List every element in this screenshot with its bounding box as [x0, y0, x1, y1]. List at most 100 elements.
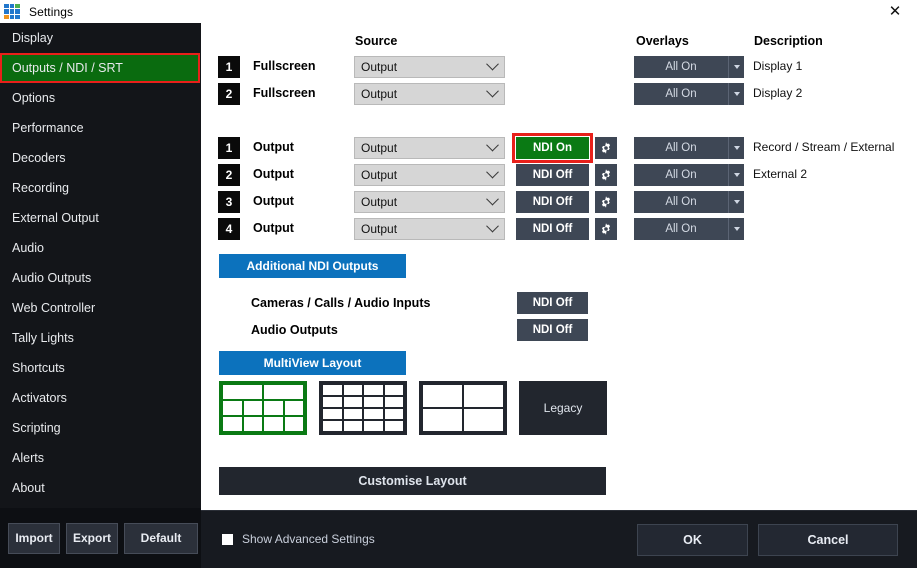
layout-preview-row	[323, 421, 403, 431]
overlays-dropdown-value: All On	[634, 191, 728, 213]
multiview-layout-2x2[interactable]	[419, 381, 507, 435]
gear-icon[interactable]	[595, 137, 617, 159]
sidebar-item-tally-lights[interactable]: Tally Lights	[0, 323, 74, 353]
chevron-down-icon[interactable]	[728, 164, 744, 186]
layout-preview-cell	[423, 385, 462, 407]
layout-preview-row	[323, 385, 403, 395]
layout-preview-cell	[264, 401, 283, 415]
gear-icon[interactable]	[595, 191, 617, 213]
row-number-badge: 3	[218, 191, 240, 213]
sidebar-item-scripting[interactable]: Scripting	[0, 413, 61, 443]
overlays-dropdown[interactable]: All On	[634, 191, 744, 213]
chevron-down-icon[interactable]	[728, 191, 744, 213]
overlays-dropdown[interactable]: All On	[634, 56, 744, 78]
sidebar-item-audio-outputs[interactable]: Audio Outputs	[0, 263, 92, 293]
gear-icon[interactable]	[595, 164, 617, 186]
column-header-description: Description	[754, 34, 823, 48]
sidebar-item-shortcuts[interactable]: Shortcuts	[0, 353, 65, 383]
checkbox-box[interactable]	[222, 533, 233, 545]
layout-preview	[323, 385, 403, 431]
layout-preview-cell	[243, 401, 262, 415]
sidebar-footer: Import Export Default	[0, 508, 201, 568]
close-icon[interactable]: ✕	[888, 2, 902, 20]
ndi-toggle-button[interactable]: NDI Off	[516, 218, 589, 240]
source-select-value: Output	[361, 222, 398, 236]
source-select-value: Output	[361, 60, 398, 74]
ndi-toggle-audio-outputs[interactable]: NDI Off	[517, 319, 588, 341]
chevron-down-icon[interactable]	[728, 218, 744, 240]
sidebar-item-label: Performance	[12, 121, 84, 135]
layout-preview-row	[423, 385, 503, 407]
chevron-down-icon[interactable]	[728, 83, 744, 105]
overlays-dropdown[interactable]: All On	[634, 164, 744, 186]
row-label: Output	[253, 167, 294, 181]
source-select[interactable]: Output	[354, 56, 505, 78]
layout-preview-cell	[364, 421, 383, 431]
sidebar-item-display[interactable]: Display	[0, 23, 53, 53]
overlays-dropdown-value: All On	[634, 218, 728, 240]
source-select[interactable]: Output	[354, 137, 505, 159]
sidebar-item-outputs-ndi-srt[interactable]: Outputs / NDI / SRT	[0, 53, 200, 83]
multiview-layout-legacy[interactable]: Legacy	[519, 381, 607, 435]
layout-preview-cell	[323, 385, 342, 395]
table-row: 2 Fullscreen Output All On Display 2	[201, 83, 917, 110]
show-advanced-settings-checkbox[interactable]: Show Advanced Settings	[222, 532, 375, 546]
sidebar-item-options[interactable]: Options	[0, 83, 56, 113]
main-panel: Source Overlays Description 1 Fullscreen O…	[201, 23, 917, 510]
layout-preview-row	[423, 409, 503, 431]
customise-layout-button[interactable]: Customise Layout	[219, 467, 606, 495]
layout-preview-cell	[243, 417, 262, 431]
table-row: 2 Output Output NDI Off All On External 2	[201, 164, 917, 191]
table-row: 4 Output Output NDI Off All On	[201, 218, 917, 245]
sidebar-item-activators[interactable]: Activators	[0, 383, 67, 413]
sidebar-item-external-output[interactable]: External Output	[0, 203, 99, 233]
multiview-layout-4x4[interactable]	[319, 381, 407, 435]
chevron-down-icon	[486, 219, 499, 233]
source-select[interactable]: Output	[354, 83, 505, 105]
additional-ndi-outputs-header[interactable]: Additional NDI Outputs	[219, 254, 406, 278]
sidebar-item-about[interactable]: About	[0, 473, 45, 503]
layout-preview-cell	[384, 409, 403, 419]
source-select[interactable]: Output	[354, 218, 505, 240]
ndi-toggle-button[interactable]: NDI Off	[516, 191, 589, 213]
multiview-layout-2-over-8[interactable]	[219, 381, 307, 435]
row-description: Display 1	[753, 59, 803, 73]
sidebar-item-alerts[interactable]: Alerts	[0, 443, 44, 473]
chevron-down-icon	[486, 138, 499, 152]
export-button[interactable]: Export	[66, 522, 118, 554]
import-button[interactable]: Import	[8, 522, 60, 554]
ok-button[interactable]: OK	[637, 524, 748, 556]
source-select[interactable]: Output	[354, 191, 505, 213]
overlays-dropdown[interactable]: All On	[634, 137, 744, 159]
multiview-thumbnails: Legacy	[219, 381, 607, 435]
default-button[interactable]: Default	[124, 522, 198, 554]
chevron-down-icon[interactable]	[728, 56, 744, 78]
ndi-toggle-button[interactable]: NDI Off	[516, 164, 589, 186]
overlays-dropdown[interactable]: All On	[634, 218, 744, 240]
chevron-down-icon[interactable]	[728, 137, 744, 159]
layout-preview-cell	[364, 397, 383, 407]
layout-preview-cell	[223, 401, 242, 415]
layout-preview-cell	[264, 385, 303, 399]
sidebar-item-recording[interactable]: Recording	[0, 173, 69, 203]
sidebar-item-label: Alerts	[12, 451, 44, 465]
cancel-button[interactable]: Cancel	[758, 524, 898, 556]
sidebar-item-label: Activators	[12, 391, 67, 405]
source-select[interactable]: Output	[354, 164, 505, 186]
sidebar-item-web-controller[interactable]: Web Controller	[0, 293, 96, 323]
show-advanced-settings-label: Show Advanced Settings	[242, 532, 375, 546]
sidebar-item-decoders[interactable]: Decoders	[0, 143, 66, 173]
sidebar-item-audio[interactable]: Audio	[0, 233, 44, 263]
ndi-toggle-button[interactable]: NDI On	[516, 137, 589, 159]
overlays-dropdown[interactable]: All On	[634, 83, 744, 105]
multiview-layout-header[interactable]: MultiView Layout	[219, 351, 406, 375]
layout-preview-cell	[323, 409, 342, 419]
row-description: External 2	[753, 167, 808, 181]
row-label: Output	[253, 140, 294, 154]
row-number-badge: 1	[218, 137, 240, 159]
sidebar-item-performance[interactable]: Performance	[0, 113, 84, 143]
gear-icon[interactable]	[595, 218, 617, 240]
sidebar-item-label: Web Controller	[12, 301, 96, 315]
ndi-toggle-cameras[interactable]: NDI Off	[517, 292, 588, 314]
sidebar-item-label: Tally Lights	[12, 331, 74, 345]
